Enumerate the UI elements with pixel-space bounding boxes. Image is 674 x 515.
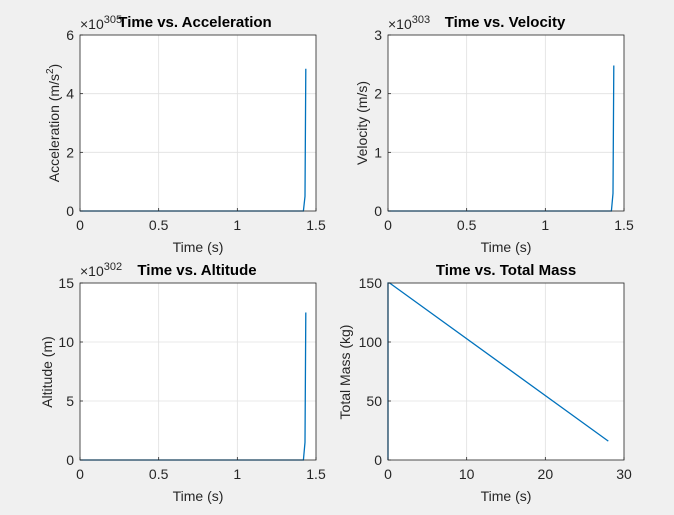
y-tick-label: 3 [374, 27, 382, 43]
subplot-altitude: 0 0.5 1 1.5 0 5 10 15 Time (s) Altitude (m) ×1… [39, 261, 326, 504]
y-tick-labels: 0 2 4 6 [66, 27, 74, 219]
x-tick-label: 0 [76, 466, 84, 482]
x-tick-label: 10 [459, 466, 475, 482]
chart-title: Time vs. Total Mass [436, 262, 576, 279]
y-axis-label: Altitude (m) [39, 336, 55, 408]
axes-area [388, 35, 624, 211]
ticks [79, 282, 317, 461]
subplot-acceleration: 0 0.5 1 1.5 0 2 4 6 Time (s) Acceleration (m/s… [45, 14, 326, 255]
y-axis-label-tail: ) [46, 64, 62, 69]
x-axis-label: Time (s) [481, 239, 532, 255]
axes-frame [79, 282, 317, 461]
y-tick-labels: 0 5 10 15 [58, 275, 74, 468]
ticks [387, 34, 625, 212]
y-tick-label: 0 [374, 203, 382, 219]
exponent-label: ×10302 [80, 261, 122, 279]
y-tick-labels: 0 50 100 150 [359, 275, 383, 468]
y-tick-label: 50 [366, 393, 382, 409]
y-axis-label-superscript: 2 [45, 68, 56, 74]
subplot-velocity: 0 0.5 1 1.5 0 1 2 3 Time (s) Velocity (m/s) ×1… [354, 14, 634, 255]
exponent-power: 305 [104, 14, 122, 26]
x-tick-label: 0 [384, 217, 392, 233]
x-tick-label: 1.5 [306, 466, 326, 482]
x-tick-label: 0.5 [457, 217, 477, 233]
x-axis-label: Time (s) [173, 239, 224, 255]
x-tick-label: 1.5 [306, 217, 326, 233]
y-axis-label: Acceleration (m/s2) [45, 64, 62, 182]
y-tick-label: 15 [58, 275, 74, 291]
x-tick-label: 0.5 [149, 217, 169, 233]
y-tick-labels: 0 1 2 3 [374, 27, 382, 219]
x-tick-label: 0 [384, 466, 392, 482]
exponent-label: ×10303 [388, 14, 430, 32]
y-tick-label: 2 [374, 86, 382, 102]
chart-title: Time vs. Acceleration [118, 14, 271, 31]
exponent-label: ×10305 [80, 14, 122, 32]
y-tick-label: 10 [58, 334, 74, 350]
x-tick-label: 30 [616, 466, 632, 482]
x-axis-label: Time (s) [481, 488, 532, 504]
ticks [79, 34, 317, 212]
x-tick-label: 1 [541, 217, 549, 233]
exponent-base: ×10 [80, 16, 104, 32]
x-tick-label: 0 [76, 217, 84, 233]
ticks [387, 282, 625, 461]
axes-frame [387, 34, 625, 212]
exponent-power: 302 [104, 261, 122, 273]
x-tick-label: 20 [538, 466, 554, 482]
y-tick-label: 6 [66, 27, 74, 43]
axes-area [388, 283, 624, 460]
y-axis-label-main: Acceleration (m/s [46, 74, 62, 182]
y-axis-label: Total Mass (kg) [337, 325, 353, 420]
x-axis-label: Time (s) [173, 488, 224, 504]
y-axis-label: Velocity (m/s) [354, 81, 370, 165]
chart-title: Time vs. Altitude [137, 262, 256, 279]
axes-frame [79, 34, 317, 212]
exponent-base: ×10 [388, 16, 412, 32]
x-tick-labels: 0 0.5 1 1.5 [384, 217, 634, 233]
x-tick-label: 0.5 [149, 466, 169, 482]
y-tick-label: 150 [359, 275, 383, 291]
y-tick-label: 4 [66, 86, 74, 102]
y-tick-label: 0 [374, 452, 382, 468]
exponent-base: ×10 [80, 263, 104, 279]
x-tick-labels: 0 0.5 1 1.5 [76, 466, 326, 482]
x-tick-labels: 0 10 20 30 [384, 466, 632, 482]
exponent-power: 303 [412, 14, 430, 26]
y-tick-label: 0 [66, 452, 74, 468]
x-tick-label: 1.5 [614, 217, 634, 233]
x-tick-label: 1 [233, 217, 241, 233]
subplot-total-mass: 0 10 20 30 0 50 100 150 Time (s) Total Mass (k… [337, 262, 632, 504]
y-tick-label: 100 [359, 334, 383, 350]
axes-frame [387, 282, 625, 461]
y-tick-label: 5 [66, 393, 74, 409]
x-tick-labels: 0 0.5 1 1.5 [76, 217, 326, 233]
axes-area [80, 283, 316, 460]
x-tick-label: 1 [233, 466, 241, 482]
axes-area [80, 35, 316, 211]
y-tick-label: 2 [66, 144, 74, 160]
y-tick-label: 0 [66, 203, 74, 219]
y-tick-label: 1 [374, 144, 382, 160]
chart-title: Time vs. Velocity [445, 14, 566, 31]
